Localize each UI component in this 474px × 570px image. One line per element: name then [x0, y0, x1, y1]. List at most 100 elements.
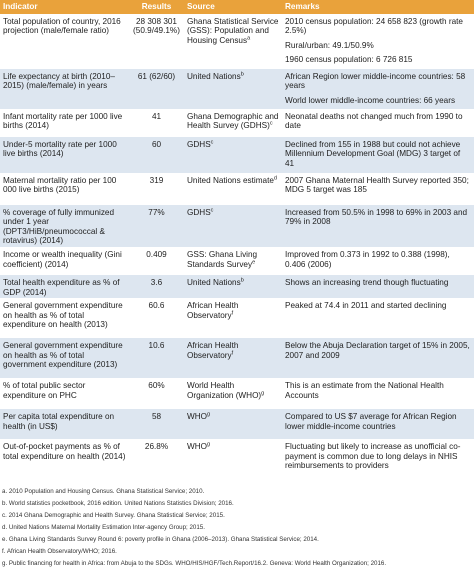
remark: Rural/urban: 49.1/50.9% [285, 40, 374, 50]
source-text: United Nations [187, 277, 241, 287]
remarks-cell: Compared to US $7 average for African Re… [282, 409, 474, 440]
result-cell: 26.8% [144, 442, 169, 452]
source-text: GSS: Ghana Living Standards Survey [187, 249, 258, 269]
footnote: g. Public financing for health in Africa… [2, 558, 472, 570]
remark: Declined from 155 in 1988 but could not … [285, 139, 461, 168]
table-row: Per capita total expenditure on health (… [0, 409, 474, 440]
footnote-text: United Nations Maternal Mortality Estima… [8, 524, 205, 532]
column-header: Results [129, 0, 184, 14]
indicator-table: Indicator Results Source Remarks Total popu… [0, 0, 474, 482]
source-note: e [252, 258, 256, 265]
source-cell: African Health Observatoryf [184, 298, 282, 338]
source-cell: GDHSc [184, 204, 282, 247]
result-cell: 319 [149, 175, 164, 185]
source-note: d [273, 174, 277, 181]
result-cell: 41 [151, 111, 162, 121]
remarks-cell: African Region lower middle-income count… [282, 68, 474, 109]
result-cell: 60% [148, 381, 165, 391]
source-text: United Nations [187, 71, 241, 81]
remarks-cell: Peaked at 74.4 in 2011 and started decli… [282, 298, 474, 338]
indicator-cell: Out-of-pocket payments as % of total exp… [3, 442, 126, 461]
source-cell: Ghana Demographic and Health Survey (GDH… [184, 109, 282, 137]
result-cell: 0.409 [146, 249, 167, 259]
indicator-cell: Under-5 mortality rate per 1000 live bir… [0, 136, 129, 173]
footnote: b. World statistics pocketbook, 2016 edi… [2, 498, 472, 510]
source-text: African Health Observatory [187, 301, 239, 320]
remark: Neonatal deaths not changed much from 19… [285, 111, 463, 131]
remark: World lower middle-income countries: 66 … [285, 95, 456, 105]
remark: Below the Abuja Declaration target of 15… [285, 341, 470, 360]
footnotes: a. 2010 Population and Housing Census. G… [0, 482, 474, 570]
remark: Compared to US $7 average for African Re… [285, 412, 457, 431]
footnote: e. Ghana Living Standards Survey Round 6… [2, 534, 472, 546]
indicator-cell: General government expenditure on health… [0, 338, 129, 379]
result-cell: 10.6 [129, 338, 184, 379]
source-note: b [240, 277, 244, 284]
footnote-text: African Health Observatory/WHO; 2016. [6, 548, 117, 556]
indicator-cell: Infant mortality rate per 1000 live birt… [3, 111, 123, 131]
column-header: Remarks [282, 0, 474, 14]
remarks-cell: Declined from 155 in 1988 but could not … [282, 136, 474, 173]
footnote-mark: g. [2, 560, 8, 568]
indicator-cell: Income or wealth inequality (Gini coeffi… [3, 249, 122, 269]
table-row: Infant mortality rate per 1000 live birt… [0, 109, 474, 137]
indicator-cell: Maternal mortality ratio per 100 000 liv… [3, 175, 117, 195]
footnote-mark: c. [2, 512, 7, 520]
table-row: % of total public sector expenditure on … [0, 378, 474, 409]
footnote-mark: f. [2, 548, 6, 556]
source-note: g [207, 411, 211, 418]
remarks-cell: Shows an increasing trend though fluctua… [282, 274, 474, 299]
remark: 2007 Ghana Maternal Health Survey report… [285, 175, 469, 195]
source-cell: United Nations estimated [184, 173, 282, 205]
table-row: Under-5 mortality rate per 1000 live bir… [0, 136, 474, 173]
source-note: g [207, 441, 211, 448]
table-row: Out-of-pocket payments as % of total exp… [0, 439, 474, 482]
column-header: Source [184, 0, 282, 14]
source-cell: Ghana Statistical Service (GSS): Populat… [184, 14, 282, 69]
indicator-cell: General government expenditure on health… [3, 301, 123, 330]
result-cell: 77% [129, 204, 184, 247]
remarks-cell: 2007 Ghana Maternal Health Survey report… [282, 173, 474, 205]
source-text: Ghana Demographic and Health Survey (GDH… [187, 111, 279, 131]
remark: Fluctuating but likely to increase as un… [285, 442, 461, 471]
remark: Increased from 50.5% in 1998 to 69% in 2… [285, 207, 468, 227]
column-header: Indicator [0, 0, 129, 14]
remark: Peaked at 74.4 in 2011 and started decli… [285, 301, 447, 311]
source-note: b [240, 70, 244, 77]
remark: This is an estimate from the National He… [285, 381, 444, 400]
table-row: Maternal mortality ratio per 100 000 liv… [0, 173, 474, 205]
remarks-cell: Fluctuating but likely to increase as un… [282, 439, 474, 482]
remark: African Region lower middle-income count… [285, 71, 466, 91]
source-text: GDHS [187, 139, 211, 149]
source-text: African Health Observatory [187, 341, 239, 360]
source-cell: United Nationsb [184, 68, 282, 109]
table-row: General government expenditure on health… [0, 298, 474, 338]
result-cell: 58 [129, 409, 184, 440]
remarks-cell: Increased from 50.5% in 1998 to 69% in 2… [282, 204, 474, 247]
remarks-cell: Neonatal deaths not changed much from 19… [282, 109, 474, 137]
indicator-cell: % coverage of fully immunized under 1 ye… [0, 204, 129, 247]
footnote-text: Ghana Living Standards Survey Round 6: p… [8, 536, 319, 544]
indicator-cell: Life expectancy at birth (2010–2015) (ma… [0, 68, 129, 109]
result-cell: 61 (62/60) [129, 68, 184, 109]
footnote-mark: b. [2, 500, 8, 508]
source-note: f [231, 350, 234, 357]
footnote-text: 2010 Population and Housing Census. Ghan… [8, 488, 205, 496]
source-cell: WHOg [184, 409, 282, 440]
remark: Shows an increasing trend though fluctua… [285, 277, 449, 287]
result-cell: 60.6 [148, 301, 165, 311]
remark: 2010 census population: 24 658 823 (grow… [285, 16, 463, 36]
footnote-text: World statistics pocketbook, 2016 editio… [8, 500, 234, 508]
indicator-cell: Per capita total expenditure on health (… [0, 409, 129, 440]
footnote: d. United Nations Maternal Mortality Est… [2, 522, 472, 534]
table-row: Income or wealth inequality (Gini coeffi… [0, 247, 474, 275]
source-text: WHO [187, 442, 208, 452]
source-cell: GDHSc [184, 136, 282, 173]
source-text: Ghana Statistical Service (GSS): Populat… [187, 16, 279, 45]
source-text: World Health Organization (WHO) [187, 381, 262, 400]
footnote-text: 2014 Ghana Demographic and Health Survey… [8, 512, 225, 520]
table-row: Total population of country, 2016 projec… [0, 14, 474, 69]
source-cell: GSS: Ghana Living Standards Surveye [184, 247, 282, 275]
indicator-cell: % of total public sector expenditure on … [3, 381, 86, 400]
